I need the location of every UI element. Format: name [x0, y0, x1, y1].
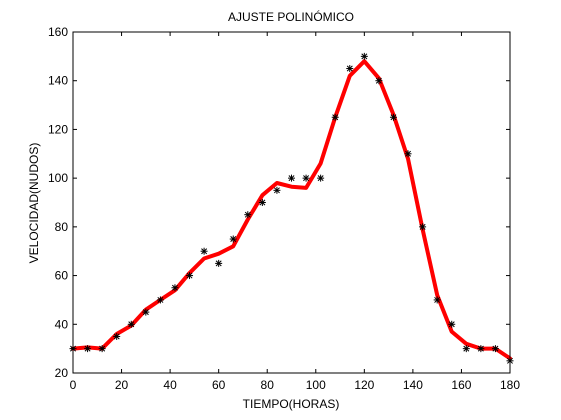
- plot-background: [73, 32, 510, 373]
- data-point: [375, 77, 383, 85]
- y-tick-label: 80: [55, 220, 69, 234]
- y-axis-label: VELOCIDAD(NUDOS): [27, 143, 41, 264]
- x-tick-label: 120: [354, 378, 374, 392]
- data-point: [389, 113, 397, 121]
- plot-box: [72, 31, 511, 374]
- data-point: [244, 211, 252, 219]
- x-tick-label: 0: [70, 378, 77, 392]
- x-tick-label: 40: [163, 378, 177, 392]
- chart-title: AJUSTE POLINÓMICO: [228, 9, 354, 24]
- data-point: [404, 150, 412, 158]
- data-point: [229, 235, 237, 243]
- data-point: [156, 296, 164, 304]
- data-point: [317, 174, 325, 182]
- data-point: [491, 345, 499, 353]
- data-point: [448, 320, 456, 328]
- data-point: [331, 113, 339, 121]
- data-point: [200, 247, 208, 255]
- data-point: [419, 223, 427, 231]
- x-axis-label: TIEMPO(HORAS): [243, 397, 340, 411]
- chart-marks: [69, 52, 514, 365]
- data-point: [113, 332, 121, 340]
- y-tick-label: 160: [48, 25, 68, 39]
- data-point: [84, 345, 92, 353]
- x-tick-label: 140: [403, 378, 423, 392]
- y-tick-label: 140: [48, 74, 68, 88]
- x-tick-label: 20: [115, 378, 129, 392]
- x-tick-label: 100: [306, 378, 326, 392]
- y-tick-label: 120: [48, 122, 68, 136]
- y-tick-label: 100: [48, 171, 68, 185]
- axis-ticks: 0 20 40 60 80 100 120 140 160 1802040608010012014…: [48, 25, 520, 392]
- x-tick-label: 60: [212, 378, 226, 392]
- data-point: [258, 199, 266, 206]
- data-point: [346, 65, 354, 73]
- data-point: [186, 272, 194, 280]
- x-tick-label: 80: [261, 378, 275, 392]
- data-point: [462, 345, 470, 353]
- x-tick-label: 160: [451, 378, 471, 392]
- data-point: [142, 308, 150, 316]
- data-point: [302, 174, 310, 182]
- data-point: [433, 296, 441, 304]
- y-tick-label: 20: [55, 366, 69, 380]
- y-tick-label: 60: [55, 269, 69, 283]
- data-point: [273, 186, 281, 194]
- data-point: [98, 345, 106, 353]
- data-point: [360, 52, 368, 60]
- data-point: [288, 174, 295, 182]
- data-point: [215, 259, 223, 267]
- data-point: [127, 320, 135, 328]
- data-point: [171, 284, 179, 292]
- data-point: [477, 345, 485, 353]
- x-tick-label: 180: [500, 378, 520, 392]
- y-tick-label: 40: [55, 317, 69, 331]
